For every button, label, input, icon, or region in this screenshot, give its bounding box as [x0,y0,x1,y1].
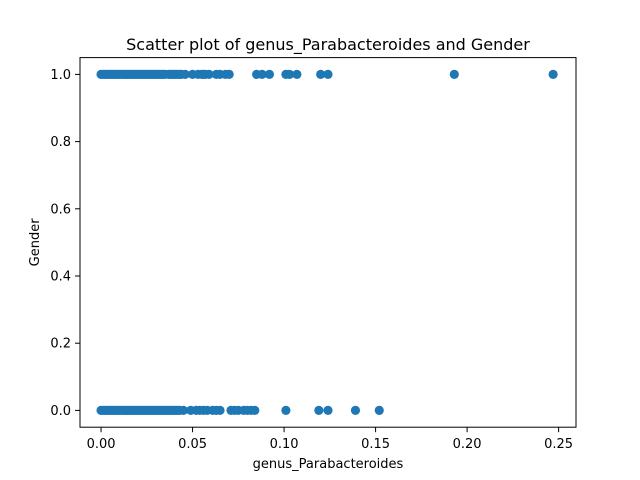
scatter-point [264,69,275,79]
plot-frame [79,57,577,428]
scatter-point [374,405,384,415]
x-tick-label: 0.20 [453,437,482,452]
scatter-point [548,69,558,79]
ticks-layer: 0.00 0.05 0.10 0.15 0.20 0.25 0.0 0.2 0.4 0.6 0.8 1… [50,68,573,452]
scatter-point [178,405,189,415]
scatter-point [281,405,291,415]
y-tick-label: 0.4 [50,270,71,285]
y-tick-label: 1.0 [50,68,71,83]
scatter-point [250,405,260,415]
scatter-point [316,69,326,79]
scatter-point [350,405,361,415]
scatter-point [257,69,267,79]
x-tick-label: 0.15 [361,437,390,452]
y-axis-label: Gender [28,218,43,267]
x-tick-label: 0.05 [178,437,207,452]
x-tick-label: 0.25 [544,437,573,452]
y-tick-label: 0.8 [50,135,71,150]
scatter-point [180,69,190,79]
scatter-point [224,69,234,79]
points-layer [96,69,558,415]
scatter-point [323,405,333,415]
scatter-point [323,69,333,79]
y-tick-label: 0.6 [50,202,71,217]
scatter-point [449,69,459,79]
y-tick-label: 0.0 [50,404,71,419]
x-tick-label: 0.10 [270,437,299,452]
y-tick-label: 0.2 [50,337,71,352]
scatter-point [215,405,225,415]
x-axis-label: genus_Parabacteroides [253,457,404,472]
scatter-point [292,69,302,79]
scatter-point [284,69,295,79]
scatter-point [204,69,214,79]
chart-title: Scatter plot of genus_Parabacteroides an… [126,35,530,55]
x-tick-label: 0.00 [87,437,116,452]
scatter-point [314,405,324,415]
